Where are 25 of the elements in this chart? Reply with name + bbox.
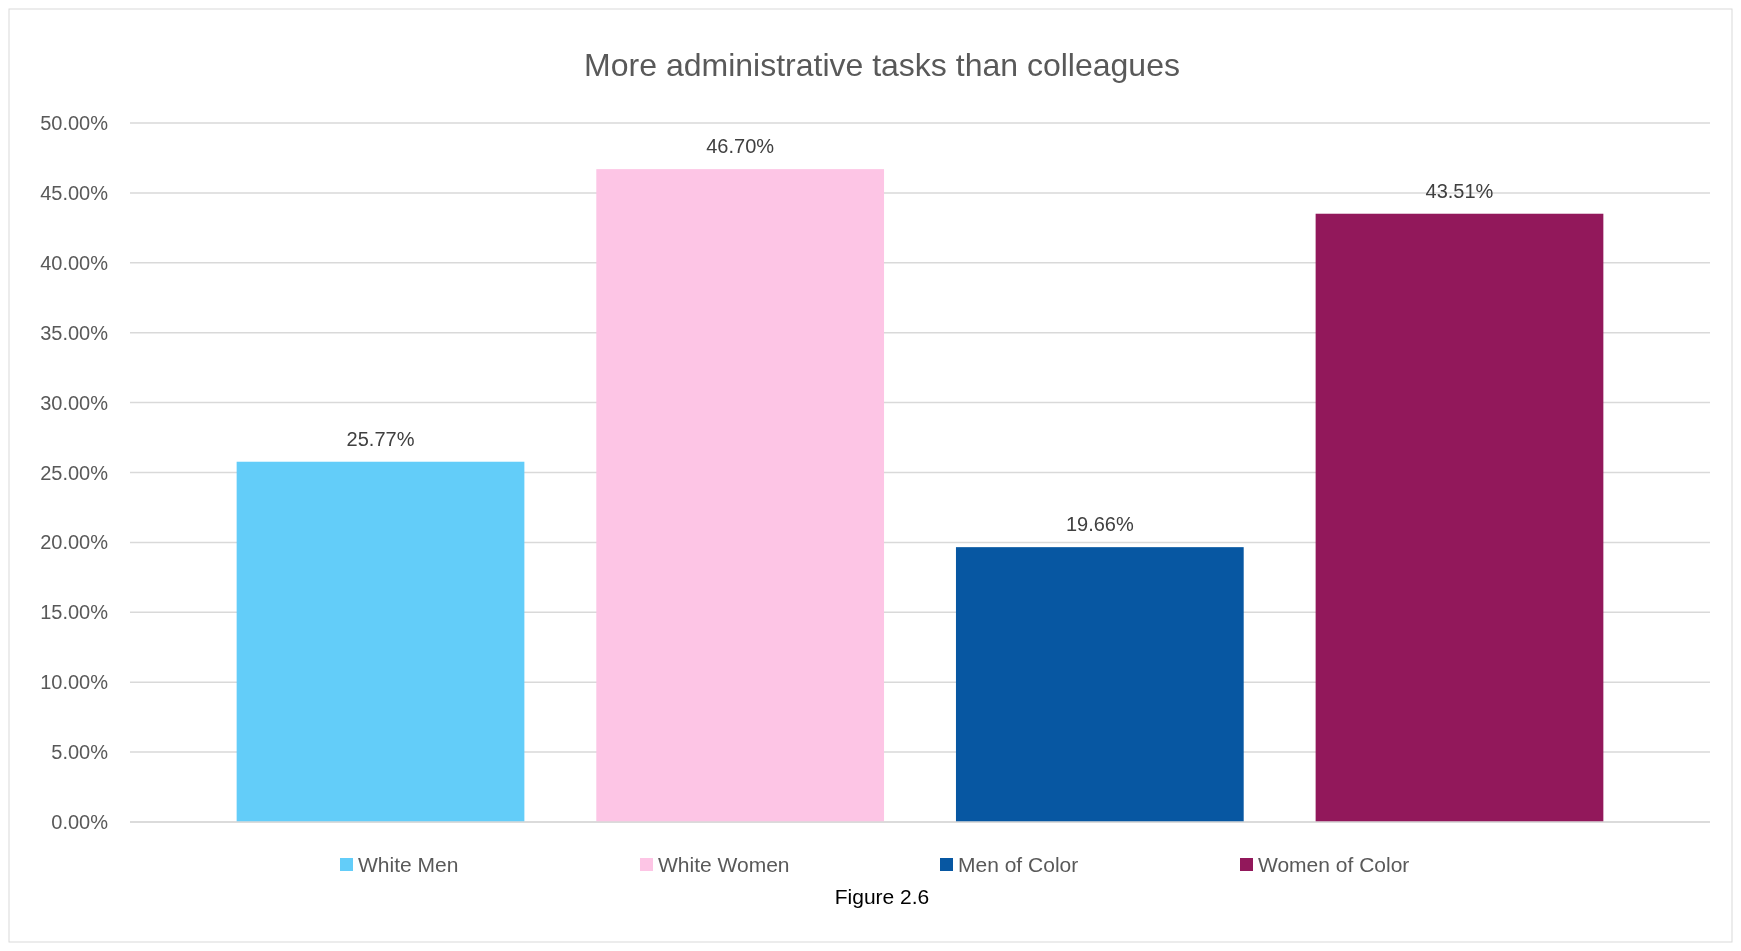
bar [1315, 213, 1604, 822]
legend-label: White Women [658, 853, 790, 877]
data-label: 19.66% [1065, 513, 1134, 536]
chart-title: More administrative tasks than colleagues [584, 47, 1180, 83]
data-label: 25.77% [346, 427, 415, 450]
bar [236, 461, 525, 822]
legend-label: Men of Color [958, 853, 1079, 877]
y-tick-label: 25.00% [40, 461, 109, 484]
bar [596, 169, 885, 822]
legend-label: Women of Color [1258, 853, 1410, 877]
y-tick-label: 10.00% [40, 671, 109, 694]
y-tick-label: 35.00% [40, 321, 109, 344]
y-tick-label: 50.00% [40, 112, 109, 134]
y-tick-label: 5.00% [51, 741, 109, 764]
y-tick-label: 30.00% [40, 391, 109, 414]
bar [955, 547, 1244, 822]
y-tick-label: 0.00% [51, 811, 109, 833]
data-label: 43.51% [1425, 179, 1494, 202]
y-tick-label: 45.00% [40, 181, 109, 204]
caption: Figure 2.6 [834, 885, 930, 908]
y-tick-label: 40.00% [40, 251, 109, 274]
y-tick-label: 15.00% [40, 601, 109, 624]
legend-label: White Men [358, 853, 459, 877]
y-tick-label: 20.00% [40, 531, 109, 554]
data-label: 46.70% [706, 135, 775, 158]
